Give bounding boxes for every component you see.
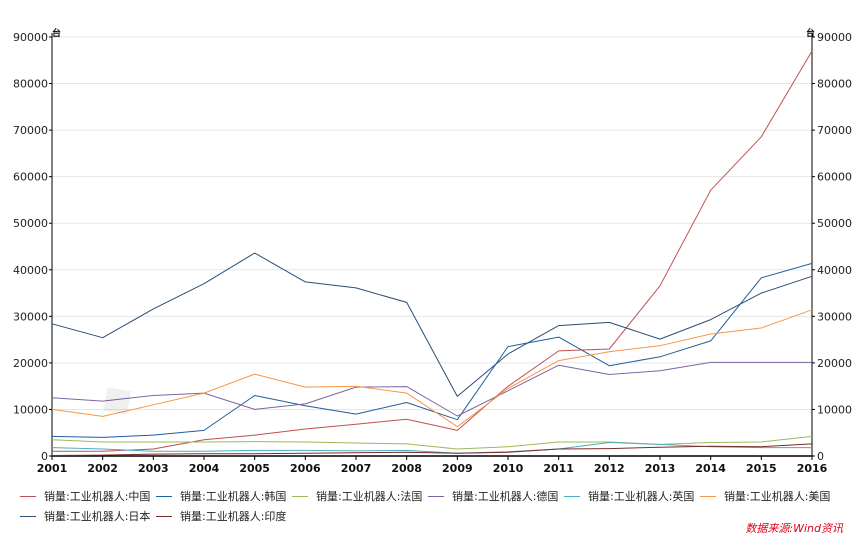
y-tick-label-left: 60000 (13, 171, 48, 184)
y-tick-label-right: 0 (817, 450, 824, 463)
right-axis-unit: 台 (806, 27, 815, 39)
y-tick-label-right: 40000 (817, 264, 852, 277)
series-lines (51, 50, 813, 456)
x-tick-label: 2002 (87, 462, 118, 475)
series-line-6 (51, 252, 813, 397)
legend-item: 销量:工业机器人:英国 (564, 486, 700, 506)
source-label: 数据来源:Wind资讯 (745, 522, 843, 535)
y-tick-label-right: 70000 (817, 124, 852, 137)
x-tick-label: 2010 (493, 462, 524, 475)
series-line-0 (52, 50, 813, 452)
legend-swatch (700, 495, 716, 497)
y-tick-label-left: 0 (41, 450, 48, 463)
x-tick-label: 2004 (189, 462, 220, 475)
series-line-2 (51, 435, 813, 450)
y-tick-label-left: 70000 (13, 124, 48, 137)
y-tick-label-right: 10000 (817, 403, 852, 416)
legend-item: 销量:工业机器人:美国 (700, 486, 836, 506)
x-tick-label: 2001 (37, 462, 68, 475)
legend-label: 销量:工业机器人:印度 (180, 510, 287, 523)
legend-item: 销量:工业机器人:日本 (20, 506, 156, 526)
x-tick-label: 2012 (594, 462, 625, 475)
legend-swatch (564, 495, 580, 497)
legend-label: 销量:工业机器人:美国 (724, 490, 831, 503)
legend-swatch (156, 495, 172, 497)
y-tick-label-right: 20000 (817, 357, 852, 370)
y-tick-label-left: 20000 (13, 357, 48, 370)
legend-item: 销量:工业机器人:韩国 (156, 486, 292, 506)
x-tick-label: 2011 (543, 462, 574, 475)
x-tick-label: 2013 (645, 462, 676, 475)
legend-label: 销量:工业机器人:法国 (316, 490, 423, 503)
legend-label: 销量:工业机器人:英国 (588, 490, 695, 503)
series-line-5 (51, 309, 813, 428)
x-tick-label: 2009 (442, 462, 473, 475)
left-axis-unit: 台 (52, 27, 61, 39)
series-line-7 (51, 443, 813, 456)
line-chart: 0 0 10000 10000 20000 20000 30000 30000 40000 400… (13, 27, 852, 475)
y-tick-label-right: 60000 (817, 171, 852, 184)
legend-label: 销量:工业机器人:中国 (44, 490, 151, 503)
x-tick-label: 2006 (290, 462, 321, 475)
legend-swatch (292, 495, 308, 497)
gridlines (52, 36, 812, 410)
y-tick-label-right: 50000 (817, 217, 852, 230)
y-tick-label-left: 50000 (13, 217, 48, 230)
legend-swatch (20, 515, 36, 517)
x-tick-label: 2014 (695, 462, 726, 475)
series-line-3 (51, 361, 812, 417)
x-tick-label: 2008 (391, 462, 422, 475)
legend-label: 销量:工业机器人:韩国 (180, 490, 287, 503)
x-tick-label: 2016 (797, 462, 828, 475)
y-tick-label-left: 30000 (13, 310, 48, 323)
x-tick-label: 2015 (746, 462, 777, 475)
legend-item: 销量:工业机器人:中国 (20, 486, 156, 506)
y-tick-label-right: 80000 (817, 78, 852, 91)
y-tick-label-left: 40000 (13, 264, 48, 277)
legend-swatch (156, 515, 172, 517)
axes: 0 0 10000 10000 20000 20000 30000 30000 40000 400… (13, 31, 852, 475)
legend-item: 销量:工业机器人:印度 (156, 506, 292, 526)
legend-item: 销量:工业机器人:法国 (292, 486, 428, 506)
series-line-4 (51, 442, 812, 454)
legend-label: 销量:工业机器人:德国 (452, 490, 559, 503)
legend: 销量:工业机器人:中国 销量:工业机器人:韩国 销量:工业机器人:法国 销量:工业机器… (20, 486, 860, 526)
legend-item: 销量:工业机器人:德国 (428, 486, 564, 506)
legend-label: 销量:工业机器人:日本 (44, 510, 151, 523)
y-tick-label-right: 90000 (817, 31, 852, 44)
x-tick-label: 2005 (239, 462, 270, 475)
y-tick-label-left: 10000 (13, 403, 48, 416)
y-tick-label-left: 80000 (13, 78, 48, 91)
legend-swatch (20, 495, 36, 497)
y-tick-label-left: 90000 (13, 31, 48, 44)
series-line-1 (51, 262, 813, 438)
y-tick-label-right: 30000 (817, 310, 852, 323)
legend-swatch (428, 495, 444, 497)
x-tick-label: 2007 (341, 462, 372, 475)
x-tick-label: 2003 (138, 462, 169, 475)
